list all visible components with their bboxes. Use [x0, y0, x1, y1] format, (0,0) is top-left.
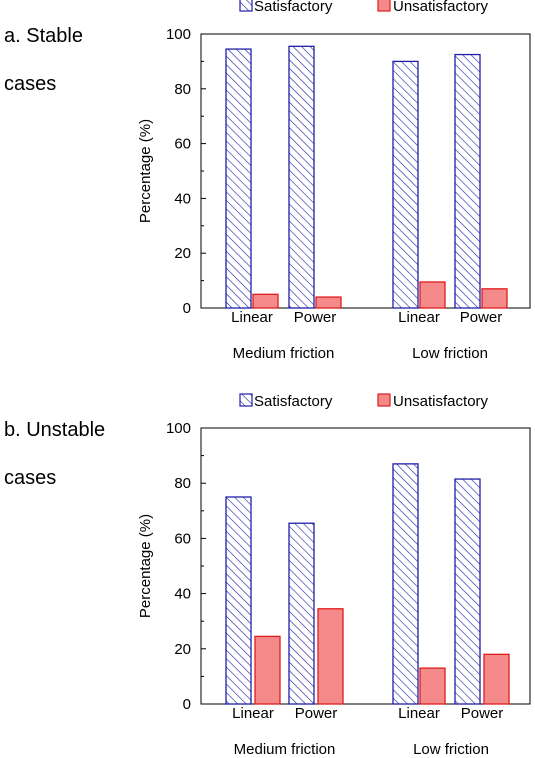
panel-b-label: b. Unstable cases [4, 394, 105, 490]
legend-swatch-unsatisfactory [377, 393, 391, 407]
bar-unsatisfactory-2 [315, 296, 342, 309]
bar-unsatisfactory-4 [481, 288, 508, 309]
category-label: Linear [398, 309, 440, 326]
y-axis-label: Percentage (%) [137, 514, 154, 618]
group-label: Medium friction [233, 345, 335, 362]
bar-satisfactory-1 [225, 496, 252, 705]
bar-satisfactory-2 [288, 522, 315, 705]
bar-unsatisfactory-3 [419, 667, 446, 705]
chart-panel-b: 0 20 40 60 80 100 Percentage (%) Linear Power Lin… [137, 393, 531, 758]
category-label: Power [461, 705, 504, 722]
panel-a-label-line1: a. Stable [4, 25, 83, 47]
legend-label-satisfactory: Satisfactory [254, 0, 333, 15]
y-tick-label: 0 [183, 300, 191, 317]
y-tick-label: 0 [183, 696, 191, 713]
category-label: Linear [232, 705, 274, 722]
bar-satisfactory-3 [392, 463, 419, 705]
group-label: Medium friction [234, 741, 336, 758]
bar-unsatisfactory-1 [254, 635, 281, 705]
legend-swatch-satisfactory [239, 393, 253, 407]
category-label: Linear [398, 705, 440, 722]
y-tick-label: 80 [174, 81, 191, 98]
bar-satisfactory-4 [454, 478, 481, 705]
bar-satisfactory-3 [392, 60, 419, 309]
legend-label-unsatisfactory: Unsatisfactory [393, 0, 489, 15]
y-tick-label: 60 [174, 136, 191, 153]
bar-unsatisfactory-4 [483, 653, 510, 705]
chart-panel-a: 0 20 40 60 80 100 Percentage (%) Linear Power Lin… [137, 0, 531, 362]
group-label: Low friction [412, 345, 488, 362]
bar-unsatisfactory-1 [252, 293, 279, 309]
bar-satisfactory-4 [454, 53, 481, 309]
legend-label-satisfactory: Satisfactory [254, 393, 333, 410]
y-tick-label: 80 [174, 475, 191, 492]
y-axis-label: Percentage (%) [137, 119, 154, 223]
y-tick-label: 20 [174, 641, 191, 658]
panel-b-label-line1: b. Unstable [4, 419, 106, 441]
bar-satisfactory-1 [225, 48, 252, 309]
legend: Satisfactory Unsatisfactory [239, 393, 489, 410]
panel-a-label-line2: cases [4, 73, 57, 95]
y-tick-label: 40 [174, 586, 191, 603]
category-label: Power [295, 705, 338, 722]
y-tick-label: 100 [166, 420, 191, 437]
panel-a-label: a. Stable cases [4, 0, 83, 96]
legend-label-unsatisfactory: Unsatisfactory [393, 393, 489, 410]
category-label: Power [460, 309, 503, 326]
category-label: Power [294, 309, 337, 326]
panel-b-label-line2: cases [4, 467, 57, 489]
category-label: Linear [231, 309, 273, 326]
legend: Satisfactory Unsatisfactory [239, 0, 489, 15]
y-tick-label: 60 [174, 530, 191, 547]
bar-satisfactory-2 [288, 45, 315, 309]
legend-swatch-unsatisfactory [377, 0, 391, 12]
y-tick-label: 100 [166, 26, 191, 43]
bar-unsatisfactory-3 [419, 281, 446, 309]
y-tick-label: 20 [174, 245, 191, 262]
legend-swatch-satisfactory [239, 0, 253, 12]
y-tick-label: 40 [174, 190, 191, 207]
bar-unsatisfactory-2 [317, 608, 344, 705]
group-label: Low friction [413, 741, 489, 758]
